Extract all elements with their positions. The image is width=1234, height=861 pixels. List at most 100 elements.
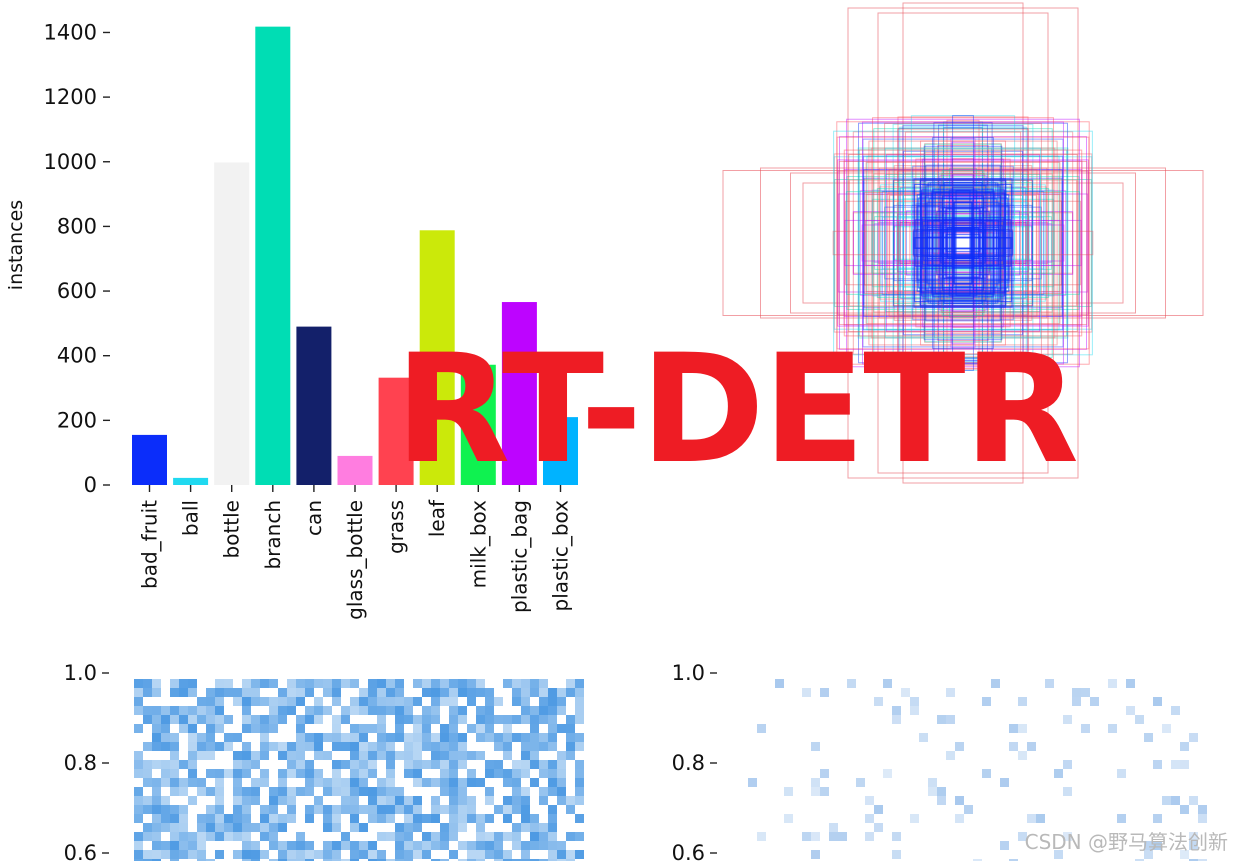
heat-cell [1117,814,1126,823]
heat-cell [539,859,548,861]
heat-cell [1135,859,1144,861]
heat-cell [413,814,422,823]
heat-cell [152,850,161,859]
heat-cell [377,742,386,751]
heat-cell [323,706,332,715]
heat-cell [251,751,260,760]
heat-cell [1018,751,1027,760]
heat-cell [251,787,260,796]
heat-cell [161,760,170,769]
heat-cell [287,742,296,751]
heat-cell [575,679,584,688]
box-rect [833,153,1093,333]
heat-cell [802,832,811,841]
x-tick-label: plastic_box [549,500,573,612]
heat-cell [910,697,919,706]
heat-cell [179,760,188,769]
heat-cell [530,688,539,697]
heat-cell [215,742,224,751]
heat-cell [1045,679,1054,688]
heat-cell [829,823,838,832]
heat-cell [197,733,206,742]
heat-cell [404,697,413,706]
heat-cell [386,679,395,688]
box-rect [838,161,1088,325]
heat-cell [350,733,359,742]
heat-cell [179,724,188,733]
heat-cell [305,733,314,742]
heat-cell [901,688,910,697]
heat-cell [188,733,197,742]
heat-cell [143,688,152,697]
overlay-title: RT-DETR [395,323,1079,497]
heat-cell [458,787,467,796]
heat-cell [548,850,557,859]
heat-cell [215,697,224,706]
box-rect [933,122,993,364]
heat-cell [530,859,539,861]
heat-cell [521,751,530,760]
heat-cell [350,706,359,715]
heat-cell [134,805,143,814]
heat-cell [170,751,179,760]
heat-cell [865,814,874,823]
box-rect [847,7,1079,479]
heat-cell [305,742,314,751]
heat-cell [341,679,350,688]
heat-cell [395,805,404,814]
heat-cell [179,832,188,841]
heat-cell [215,850,224,859]
heat-cell [350,850,359,859]
heat-cell [242,850,251,859]
heat-cell [467,805,476,814]
heat-cell [440,679,449,688]
heat-cell [215,715,224,724]
heat-cell [152,778,161,787]
heat-cell [386,697,395,706]
heat-cell [485,796,494,805]
heat-cell [260,697,269,706]
heat-cell [377,724,386,733]
heat-cell [260,724,269,733]
heat-cell [530,823,539,832]
heat-cell [368,706,377,715]
box-rect [722,170,1204,316]
heat-cell [242,697,251,706]
box-rect [902,172,1024,314]
heat-cell [431,859,440,861]
y-axis-ticks: 0 200 400 600 800 1000 1200 1400 [44,20,110,497]
heat-cell [1153,697,1162,706]
heat-cell [476,814,485,823]
heat-cell [341,742,350,751]
heat-cell [521,715,530,724]
heat-cell [170,841,179,850]
heat-cell [341,832,350,841]
heat-cell [838,832,847,841]
heat-cell [521,679,530,688]
bar-can [296,326,332,485]
heat-cell [161,796,170,805]
heat-cell [260,850,269,859]
heat-cell [521,769,530,778]
heat-cell [152,859,161,861]
heat-cell [170,850,179,859]
heat-cell [269,715,278,724]
heat-cell [548,823,557,832]
heat-cell [1171,760,1180,769]
heat-cell [206,706,215,715]
heat-cell [278,859,287,861]
heat-cell [485,832,494,841]
heat-cell [161,706,170,715]
heat-cell [1144,841,1153,850]
heat-cell [557,778,566,787]
heat-cell [431,841,440,850]
heat-cell [440,742,449,751]
heat-cell [152,805,161,814]
heat-cell [314,733,323,742]
heat-cell [287,859,296,861]
heat-cell [314,679,323,688]
box-rect [912,165,1014,321]
heat-cell [539,787,548,796]
heat-cell [359,769,368,778]
heat-cell [323,823,332,832]
